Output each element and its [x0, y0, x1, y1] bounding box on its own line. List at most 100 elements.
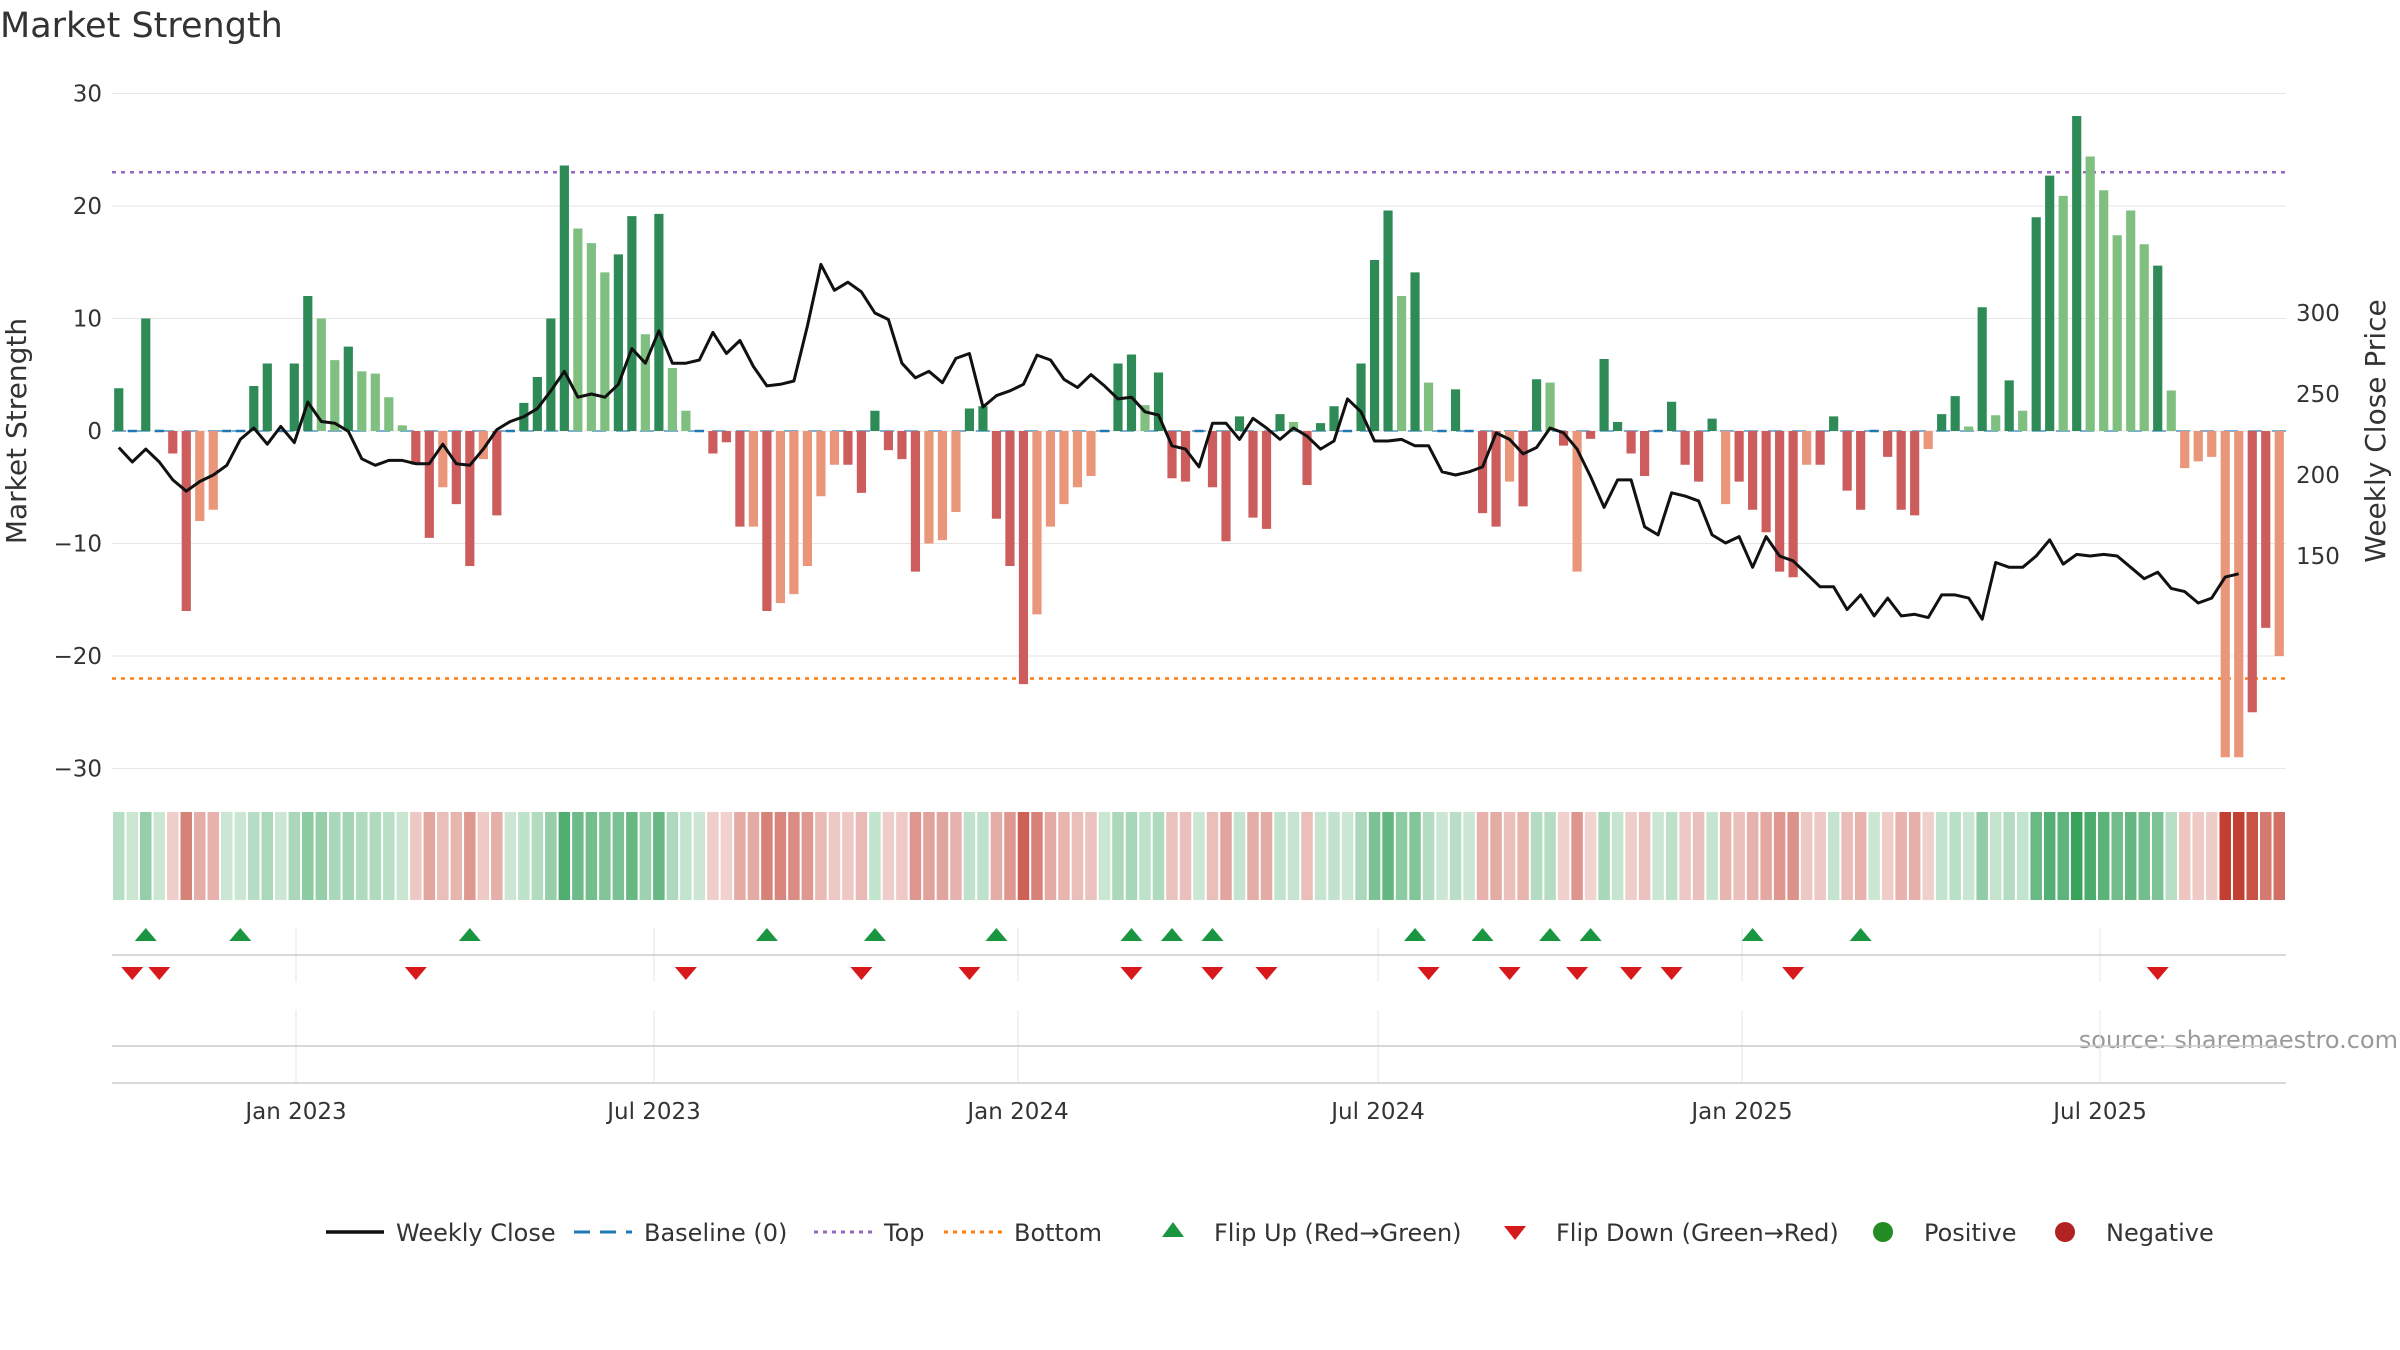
heat-cell: [423, 812, 436, 900]
strength-bar: [1059, 431, 1069, 505]
y2-tick-label: 250: [2296, 382, 2340, 408]
heat-cell: [1503, 812, 1516, 900]
flip-up-marker: [1404, 928, 1427, 941]
flip-down-marker: [674, 967, 697, 980]
heat-cell: [1422, 812, 1435, 900]
strength-bar: [2126, 210, 2136, 431]
strength-bar: [1275, 414, 1285, 431]
strength-bar: [316, 318, 326, 431]
strength-bar: [2031, 217, 2041, 431]
strength-bar: [654, 213, 664, 431]
heat-cell: [923, 812, 935, 900]
heat-cell: [2259, 812, 2272, 900]
strength-bar: [910, 431, 921, 572]
heat-cell: [2192, 812, 2204, 900]
strength-bar: [1626, 431, 1636, 454]
strength-bar: [1504, 431, 1515, 482]
strength-bar: [1964, 426, 1974, 431]
heat-cell: [153, 812, 166, 900]
heat-cell: [653, 812, 665, 900]
heat-cell: [1665, 812, 1678, 900]
strength-bar: [1410, 272, 1420, 431]
strength-bar: [667, 368, 677, 431]
heat-cell: [1868, 812, 1880, 900]
heat-cell: [1301, 812, 1313, 900]
strength-bar: [1383, 210, 1393, 431]
strength-bar: [964, 408, 975, 431]
strength-bar: [2180, 431, 2190, 469]
heat-cell: [1233, 812, 1246, 900]
strength-bar: [114, 388, 124, 431]
heat-cell: [1976, 812, 1988, 900]
heat-cell: [626, 812, 638, 900]
flip-down-marker: [1620, 967, 1643, 980]
heat-cell: [1544, 812, 1556, 900]
heat-cell: [1719, 812, 1732, 900]
strength-bar: [1450, 389, 1461, 431]
strength-bar: [1923, 431, 1933, 449]
heat-cell: [1098, 812, 1111, 900]
heat-cell: [1152, 812, 1165, 900]
heat-cell: [2016, 812, 2029, 900]
strength-bar: [1640, 431, 1650, 476]
flip-up-marker: [985, 928, 1008, 941]
heat-cell: [2246, 812, 2258, 900]
heat-cell: [1679, 812, 1691, 900]
heat-cell: [464, 812, 476, 900]
heat-cell: [2273, 812, 2285, 900]
legend-flip-down-icon: [1504, 1226, 1526, 1240]
heat-cell: [1746, 812, 1759, 900]
heat-cell: [383, 812, 395, 900]
strength-bar: [2166, 390, 2176, 431]
strength-bar: [478, 431, 488, 460]
strength-bar: [1032, 431, 1042, 615]
strength-bar: [870, 410, 880, 431]
strength-bar: [1950, 396, 1960, 431]
y2-tick-label: 200: [2296, 463, 2340, 489]
flip-up-marker: [1201, 928, 1224, 941]
strength-bar: [883, 431, 894, 451]
x-tick-label: Jan 2025: [1689, 1099, 1792, 1125]
strength-bar: [357, 371, 367, 431]
y2-tick-label: 300: [2296, 301, 2340, 327]
heat-cell: [2043, 812, 2056, 900]
heat-cell: [1044, 812, 1057, 900]
strength-bar: [1829, 416, 1839, 431]
heat-cell: [450, 812, 463, 900]
strength-bar: [2247, 431, 2257, 713]
strength-bar: [1153, 372, 1164, 431]
strength-bar: [1302, 431, 1312, 485]
strength-bar: [924, 431, 934, 544]
heat-cell: [1962, 812, 1975, 900]
heat-cell: [734, 812, 746, 900]
legend-label: Baseline (0): [644, 1219, 787, 1247]
legend-circle-icon: [2055, 1222, 2075, 1242]
strength-bar: [2261, 431, 2271, 628]
heat-cell: [1463, 812, 1475, 900]
flip-down-marker: [1498, 967, 1521, 980]
heat-cell: [2178, 812, 2191, 900]
heat-cell: [167, 812, 179, 900]
heat-cell: [2084, 812, 2096, 900]
heat-cell: [1989, 812, 2002, 900]
strength-bar: [1248, 431, 1258, 518]
heat-cell: [1476, 812, 1489, 900]
y-axis-label: Market Strength: [0, 318, 33, 544]
strength-bar: [1126, 354, 1137, 431]
flip-up-marker: [755, 928, 778, 941]
heat-cell: [2165, 812, 2177, 900]
strength-bar: [1572, 431, 1582, 572]
y-tick-label: 10: [73, 307, 102, 333]
heat-cell: [302, 812, 314, 900]
strength-bar: [384, 397, 394, 431]
y-tick-label: 0: [87, 419, 102, 445]
heat-cell: [2232, 812, 2245, 900]
heat-cell: [180, 812, 193, 900]
flip-down-marker: [1120, 967, 1143, 980]
legend-label: Top: [883, 1219, 925, 1247]
strength-bar: [2072, 116, 2082, 431]
strength-bar: [330, 360, 340, 431]
heat-cell: [1179, 812, 1192, 900]
x-tick-label: Jul 2024: [1329, 1099, 1425, 1125]
strength-bar: [411, 431, 421, 465]
